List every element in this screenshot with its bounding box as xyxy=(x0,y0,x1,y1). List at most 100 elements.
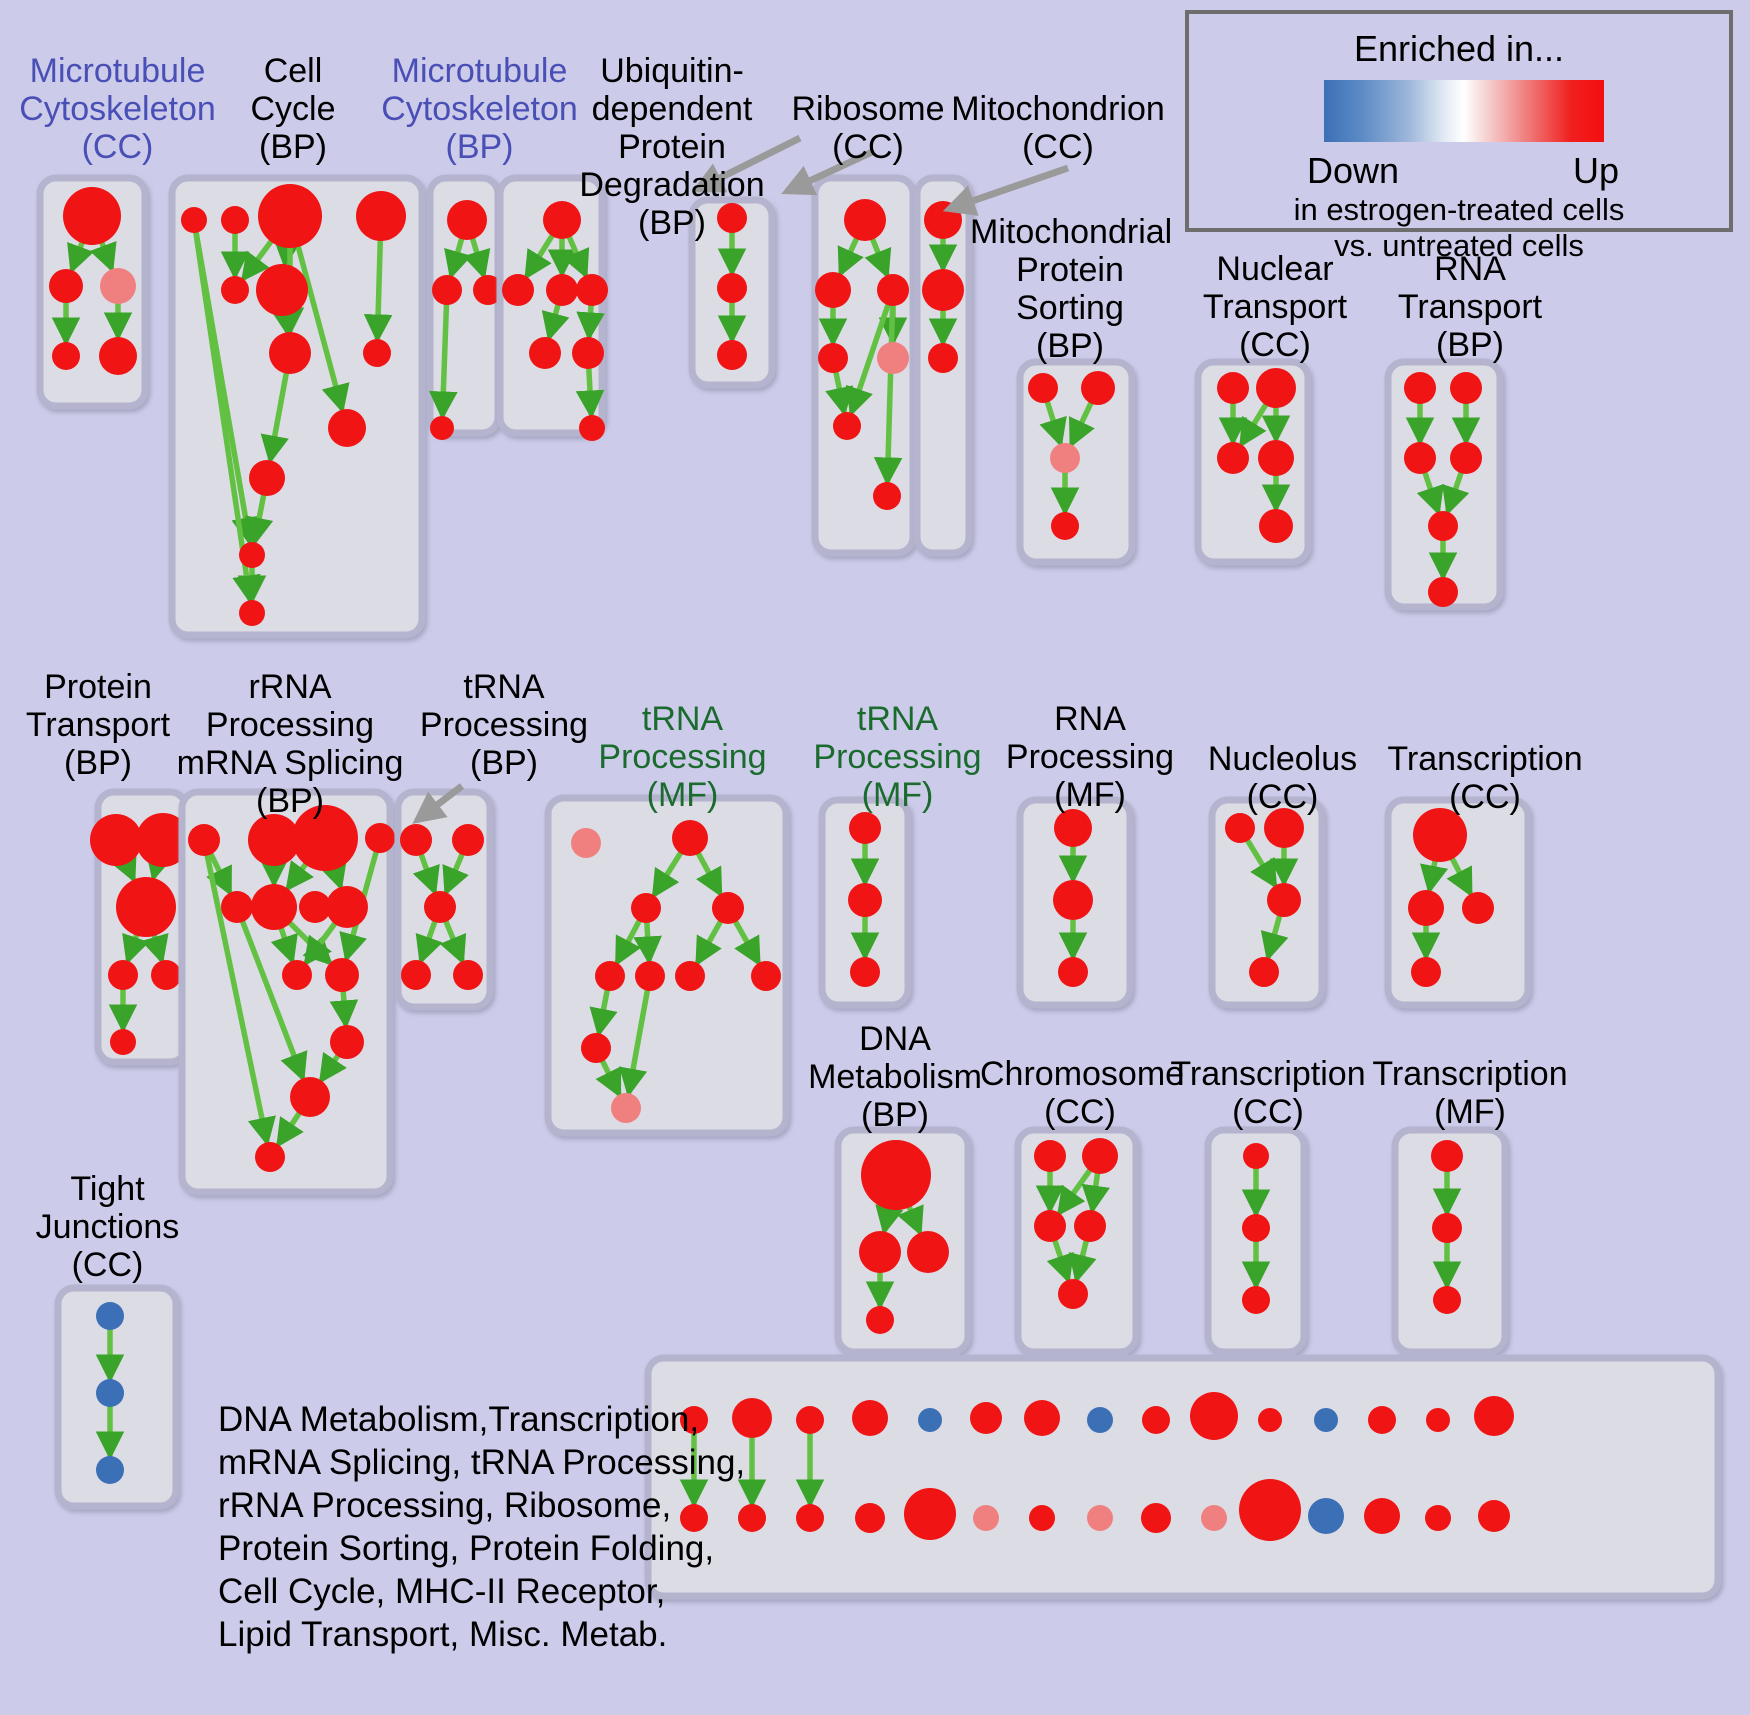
network-node xyxy=(571,828,601,858)
panel-microtubule-cytoskeleton-bp xyxy=(426,174,503,440)
network-node xyxy=(1054,809,1092,847)
panel-trna-processing-bp xyxy=(394,788,494,1011)
network-edge xyxy=(589,989,618,1038)
network-edge xyxy=(206,851,233,897)
network-edge xyxy=(329,990,359,1029)
network-edge xyxy=(1046,1239,1074,1284)
panel-transcription-cc-top xyxy=(1384,796,1532,1009)
panel-label-cell-cycle-bp: Cell Cycle (BP) xyxy=(250,52,336,166)
network-edge xyxy=(273,237,302,268)
legend-subtitle-line1: in estrogen-treated cells xyxy=(1293,192,1625,227)
network-edge xyxy=(524,233,556,280)
network-edge xyxy=(562,234,590,279)
network-node xyxy=(1034,1140,1066,1172)
panel-label-ribosome-cc: Ribosome (CC) xyxy=(791,90,945,166)
network-node xyxy=(1474,1396,1514,1436)
callout-arrow-icon xyxy=(781,148,874,196)
network-node xyxy=(928,343,958,373)
panel-label-transcription-cc-top: Transcription (CC) xyxy=(1387,740,1583,816)
network-edge xyxy=(1446,855,1473,898)
network-node xyxy=(1267,883,1301,917)
network-edge xyxy=(845,303,891,417)
network-node xyxy=(732,1398,772,1438)
network-node xyxy=(717,273,747,303)
network-edge xyxy=(444,236,472,280)
network-node xyxy=(1478,1500,1510,1532)
network-edge xyxy=(442,852,469,896)
network-node xyxy=(1024,1400,1060,1436)
panel-label-microtubule-cytoskeleton-bp: Microtubule Cytoskeleton (BP) xyxy=(381,52,578,166)
panel-box xyxy=(1014,1126,1140,1356)
network-edge xyxy=(1056,1167,1093,1217)
network-node xyxy=(1411,957,1441,987)
network-edge xyxy=(1039,400,1067,448)
network-node xyxy=(877,342,909,374)
panel-label-mitochondrial-protein-sorting-bp: Mitochondrial Protein Sorting (BP) xyxy=(970,213,1173,365)
network-node xyxy=(675,961,705,991)
network-node xyxy=(255,1142,285,1172)
network-node xyxy=(712,892,744,924)
network-edge xyxy=(240,237,275,282)
callout-arrow-icon xyxy=(412,783,465,824)
network-node xyxy=(611,1093,641,1123)
network-edge xyxy=(732,919,761,967)
panel-protein-transport-bp xyxy=(90,788,190,1066)
panel-dna-metabolism-bp xyxy=(834,1126,972,1356)
panel-rna-processing-mf xyxy=(1016,796,1134,1009)
panel-ribosome-cc xyxy=(811,174,917,557)
network-node xyxy=(63,187,121,245)
network-edge xyxy=(204,853,276,1147)
network-node xyxy=(631,893,661,923)
network-node xyxy=(1074,1210,1106,1242)
network-edge xyxy=(145,850,174,882)
network-node xyxy=(717,340,747,370)
network-node xyxy=(918,1408,942,1432)
network-node xyxy=(502,274,534,306)
legend-box: Enriched in... Down Up in estrogen-treat… xyxy=(1185,10,1733,263)
network-node xyxy=(1426,1408,1450,1432)
network-node xyxy=(1425,1505,1451,1531)
network-node xyxy=(1029,1505,1055,1531)
network-node xyxy=(1256,368,1296,408)
network-node xyxy=(1242,1286,1270,1314)
network-node xyxy=(1408,890,1444,926)
network-edge xyxy=(1081,1172,1110,1215)
network-node xyxy=(1082,1138,1118,1174)
network-node xyxy=(239,542,265,568)
network-node xyxy=(52,342,80,370)
network-edge xyxy=(695,851,723,898)
network-node xyxy=(848,883,882,917)
panel-label-nucleolus-cc: Nucleolus (CC) xyxy=(1207,740,1358,816)
network-edge xyxy=(110,851,137,883)
panel-label-chromosome-cc: Chromosome (CC) xyxy=(980,1055,1185,1131)
network-node xyxy=(1258,1408,1282,1432)
panel-microtubule-cytoskeleton-cc xyxy=(36,174,149,410)
network-node xyxy=(1264,808,1304,848)
callout-arrow-icon xyxy=(691,134,802,193)
panel-chromosome-cc xyxy=(1014,1126,1140,1356)
network-edge xyxy=(1260,914,1289,962)
network-node xyxy=(1034,1210,1066,1242)
network-node xyxy=(680,1504,708,1532)
network-node xyxy=(1364,1498,1400,1534)
network-node xyxy=(473,275,503,305)
network-node xyxy=(432,275,462,305)
network-node xyxy=(973,1505,999,1531)
network-node xyxy=(356,191,406,241)
network-edge xyxy=(89,240,117,273)
network-edge xyxy=(245,493,274,547)
network-edge xyxy=(619,989,651,1098)
network-edge xyxy=(239,919,308,1082)
network-node xyxy=(1413,808,1467,862)
network-node xyxy=(108,960,138,990)
network-node xyxy=(680,1406,708,1434)
panel-box xyxy=(1208,796,1326,1009)
network-edge xyxy=(875,1204,904,1236)
panel-box xyxy=(496,174,606,437)
network-node xyxy=(221,206,249,234)
network-node xyxy=(635,961,665,991)
network-node xyxy=(251,884,297,930)
network-node xyxy=(873,482,901,510)
network-edge xyxy=(363,238,393,344)
